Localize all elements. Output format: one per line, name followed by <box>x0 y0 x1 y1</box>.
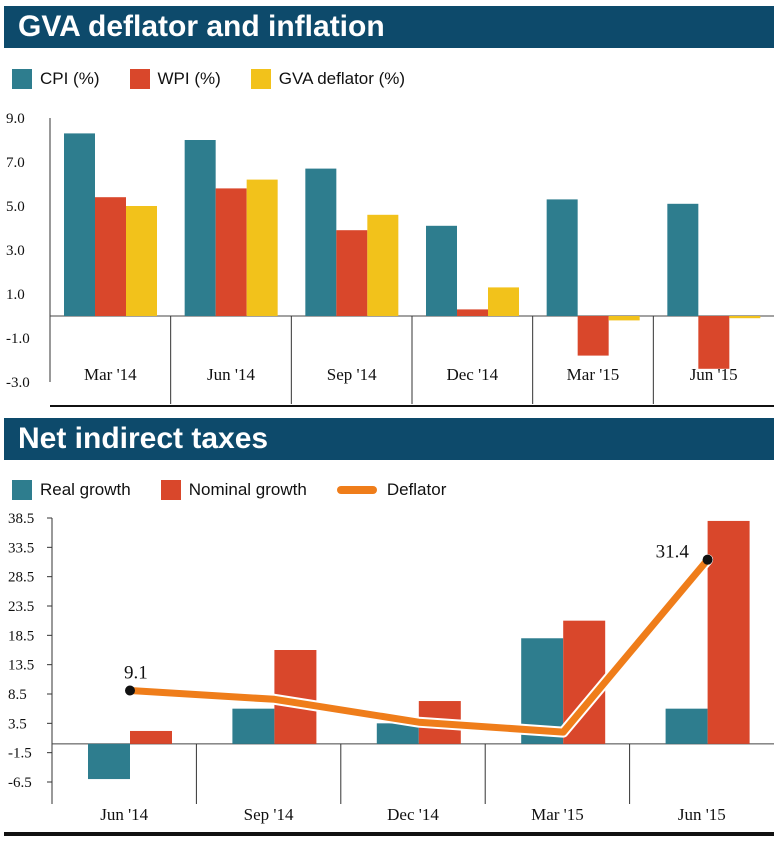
legend-item-wpi: WPI (%) <box>129 69 221 89</box>
legend-label-cpi: CPI (%) <box>40 69 100 88</box>
bar-0-5 <box>667 203 699 316</box>
y-tick-label-6: 8.5 <box>8 687 27 703</box>
legend-label-wpi: WPI (%) <box>157 69 221 88</box>
bar-1-2 <box>336 230 368 316</box>
legend-swatch-wpi <box>129 69 150 89</box>
legend-swatch-real <box>12 480 32 500</box>
bar-1-0 <box>95 197 126 316</box>
x-tick-label-0: Mar '14 <box>84 365 137 384</box>
bar-1-4 <box>707 520 750 744</box>
y-tick-label-3: 3.0 <box>6 243 25 259</box>
legend-label-gva: GVA deflator (%) <box>278 69 406 88</box>
annotation-last: 31.4 <box>656 542 690 563</box>
x-tick-label-1: Sep '14 <box>244 805 294 824</box>
bar-2-4 <box>608 316 640 321</box>
y-tick-label-5: -1.0 <box>6 331 30 347</box>
bar-0-4 <box>665 708 708 744</box>
legend-label-nominal: Nominal growth <box>188 480 307 499</box>
annotation-first: 9.1 <box>124 662 148 683</box>
legend-label-deflator: Deflator <box>386 480 447 499</box>
bar-0-3 <box>426 225 457 316</box>
x-tick-label-4: Mar '15 <box>567 365 620 384</box>
bar-0-2 <box>376 723 419 744</box>
legend-item-deflator: Deflator <box>336 480 447 500</box>
bar-2-2 <box>367 214 399 316</box>
bar-1-1 <box>215 188 247 316</box>
x-tick-label-2: Sep '14 <box>327 365 377 384</box>
y-tick-label-3: 23.5 <box>8 599 34 615</box>
legend-swatch-deflator <box>336 486 377 494</box>
legend-item-cpi: CPI (%) <box>12 69 100 89</box>
y-tick-label-9: -6.5 <box>8 775 32 791</box>
y-tick-label-2: 5.0 <box>6 199 25 215</box>
legend-swatch-cpi <box>12 69 32 89</box>
legend-item-gva: GVA deflator (%) <box>250 69 406 89</box>
legend-gva: CPI (%) WPI (%) GVA deflator (%) <box>12 66 435 92</box>
legend-taxes: Real growth Nominal growth Deflator <box>12 477 476 503</box>
bar-1-3 <box>457 309 488 316</box>
chart-title-gva: GVA deflator and inflation <box>4 6 774 48</box>
bar-0-1 <box>232 708 275 744</box>
y-tick-label-2: 28.5 <box>8 570 34 586</box>
bar-2-5 <box>729 316 761 319</box>
bar-1-4 <box>577 316 609 356</box>
deflator-point-first <box>125 685 135 696</box>
bar-2-0 <box>126 206 157 316</box>
y-tick-label-6: -3.0 <box>6 375 30 391</box>
y-tick-label-0: 9.0 <box>6 111 25 127</box>
bar-0-4 <box>546 199 578 316</box>
chart-gva-inflation: 9.0 7.0 5.0 3.0 1.0 -1.0 -3.0 Mar '14 Jun '14 Sep… <box>6 111 774 407</box>
y-tick-label-7: 3.5 <box>8 716 27 732</box>
x-tick-label-2: Dec '14 <box>387 805 439 824</box>
bar-0-0 <box>88 743 130 780</box>
x-tick-label-3: Mar '15 <box>531 805 584 824</box>
bar-0-0 <box>64 133 95 316</box>
deflator-line <box>126 556 712 736</box>
y-tick-label-0: 38.5 <box>8 511 34 527</box>
chart-title-taxes-text: Net indirect taxes <box>18 422 269 455</box>
y-tick-label-1: 33.5 <box>8 540 34 556</box>
chart-title-taxes: Net indirect taxes <box>4 418 774 460</box>
y-tick-label-4: 1.0 <box>6 287 25 303</box>
legend-item-real: Real growth <box>12 480 131 500</box>
x-tick-label-4: Jun '15 <box>678 805 726 824</box>
y-tick-label-8: -1.5 <box>8 746 32 762</box>
legend-swatch-gva <box>250 69 271 89</box>
legend-item-nominal: Nominal growth <box>160 480 307 500</box>
y-tick-label-4: 18.5 <box>8 628 34 644</box>
legend-swatch-nominal <box>160 480 181 500</box>
deflator-point-last <box>702 554 713 565</box>
bar-1-5 <box>698 316 730 369</box>
legend-label-real: Real growth <box>40 480 131 499</box>
y-tick-label-5: 13.5 <box>8 658 34 674</box>
x-tick-label-5: Jun '15 <box>690 365 738 384</box>
bar-1-0 <box>130 730 172 744</box>
x-tick-label-1: Jun '14 <box>207 365 255 384</box>
chart-net-indirect-taxes: 38.5 33.5 28.5 23.5 18.5 13.5 8.5 3.5 -1.5 -6.5 9.… <box>8 511 774 824</box>
bar-2-3 <box>488 287 519 316</box>
y-tick-label-1: 7.0 <box>6 155 25 171</box>
bar-0-2 <box>305 168 337 316</box>
x-tick-label-0: Jun '14 <box>100 805 148 824</box>
bar-2-1 <box>246 179 278 316</box>
chart-title-gva-text: GVA deflator and inflation <box>18 10 385 43</box>
x-tick-label-3: Dec '14 <box>446 365 498 384</box>
bar-0-1 <box>184 140 216 316</box>
bottom-rule <box>4 832 774 836</box>
